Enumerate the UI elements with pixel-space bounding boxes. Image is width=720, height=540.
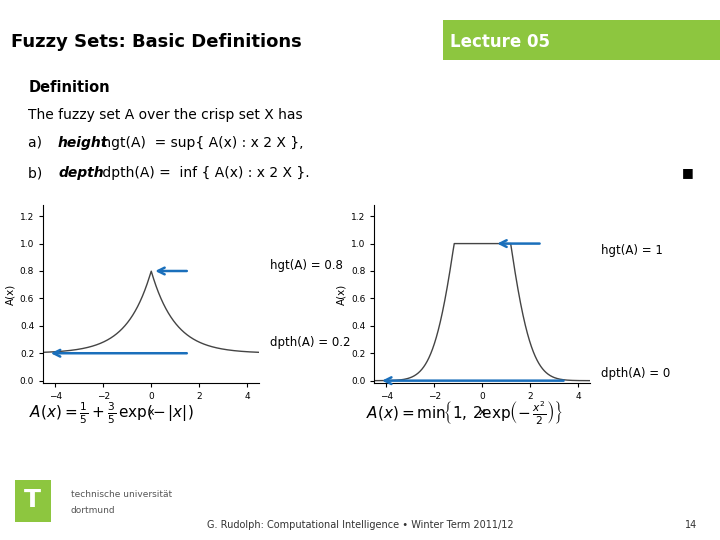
Text: $A(x) = \frac{1}{5} + \frac{3}{5}\,\exp(-\,|x|)$: $A(x) = \frac{1}{5} + \frac{3}{5}\,\exp(…: [30, 400, 194, 426]
Y-axis label: A(x): A(x): [6, 284, 16, 305]
Text: 14: 14: [685, 520, 697, 530]
Text: dortmund: dortmund: [71, 506, 115, 515]
Text: height: height: [58, 136, 109, 150]
Text: a): a): [28, 136, 55, 150]
Text: dpth(A) = 0: dpth(A) = 0: [601, 367, 670, 380]
Text: Definition: Definition: [28, 80, 110, 95]
Text: The fuzzy set A over the crisp set X has: The fuzzy set A over the crisp set X has: [28, 108, 303, 122]
Text: T: T: [24, 488, 41, 512]
Text: hgt(A)  = sup{ A(x) : x 2 X },: hgt(A) = sup{ A(x) : x 2 X },: [98, 136, 303, 150]
Bar: [0, 20, 443, 60]
Text: technische universität: technische universität: [71, 490, 171, 499]
Text: dpth(A) =  inf { A(x) : x 2 X }.: dpth(A) = inf { A(x) : x 2 X }.: [98, 166, 310, 180]
Text: depth: depth: [58, 166, 104, 180]
Text: dpth(A) = 0.2: dpth(A) = 0.2: [270, 336, 351, 349]
Text: hgt(A) = 0.8: hgt(A) = 0.8: [270, 259, 343, 272]
Text: $A(x) = \min\!\left\{1,\,2\exp\!\left(-\,\frac{x^2}{2}\right)\right\}$: $A(x) = \min\!\left\{1,\,2\exp\!\left(-\…: [366, 400, 563, 427]
Text: Fuzzy Sets: Basic Definitions: Fuzzy Sets: Basic Definitions: [11, 33, 302, 51]
Y-axis label: A(x): A(x): [337, 284, 347, 305]
X-axis label: x: x: [479, 407, 486, 417]
Text: b): b): [28, 166, 55, 180]
Text: Lecture 05: Lecture 05: [450, 33, 550, 51]
Text: G. Rudolph: Computational Intelligence • Winter Term 2011/12: G. Rudolph: Computational Intelligence •…: [207, 520, 513, 530]
Bar: [443, 20, 720, 60]
X-axis label: x: x: [148, 407, 155, 417]
Text: hgt(A) = 1: hgt(A) = 1: [601, 244, 663, 256]
Text: ■: ■: [682, 166, 693, 179]
